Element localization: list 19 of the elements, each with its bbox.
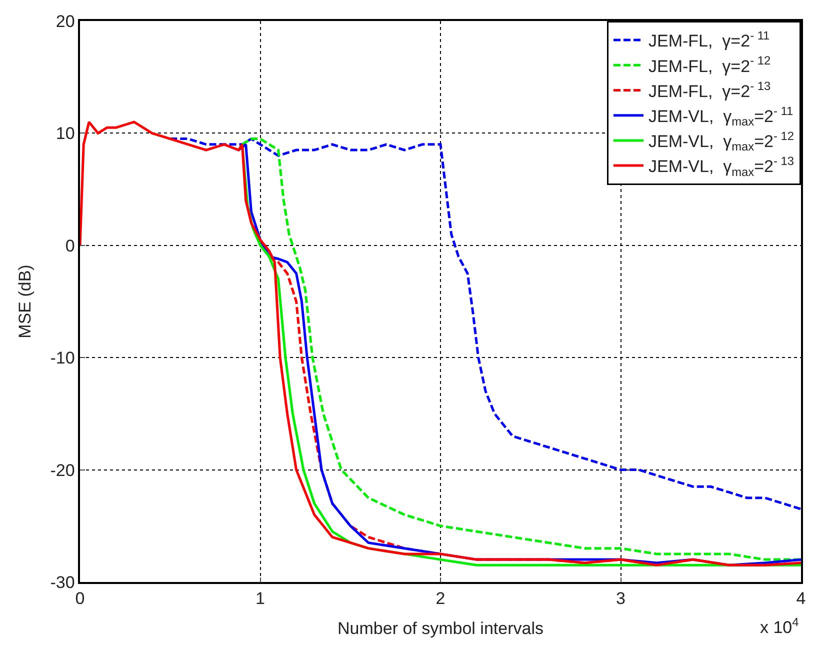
y-tick-label: -20 (50, 460, 75, 480)
text: x 10$^{4}$ (760, 615, 800, 638)
legend-label: JEM-VL, γ$_{max}$=2$^{- 12}$ (648, 128, 794, 154)
legend-label: JEM-VL, γ$_{max}$=2$^{- 13}$ (648, 154, 794, 179)
y-tick-label: -10 (50, 348, 75, 368)
y-tick-label: 0 (65, 236, 75, 256)
y-tick-label: 20 (56, 12, 75, 31)
x-tick-label: 4 (796, 589, 806, 608)
legend-label: JEM-VL, γ$_{max}$=2$^{- 11}$ (648, 104, 794, 129)
x-tick-label: 1 (256, 589, 265, 608)
legend-label: JEM-FL, γ=2$^{- 11}$ (648, 28, 770, 51)
legend-label: JEM-FL, γ=2$^{- 12}$ (648, 54, 771, 76)
x-tick-label: 2 (436, 589, 446, 608)
legend-label: JEM-FL, γ=2$^{- 13}$ (648, 78, 771, 101)
x-axis-title: Number of symbol intervals (338, 619, 544, 638)
x-tick-label: 3 (616, 589, 626, 608)
y-axis-title: MSE (dB) (15, 264, 34, 338)
y-tick-label: -30 (50, 572, 75, 592)
y-tick-label: 10 (56, 124, 75, 144)
